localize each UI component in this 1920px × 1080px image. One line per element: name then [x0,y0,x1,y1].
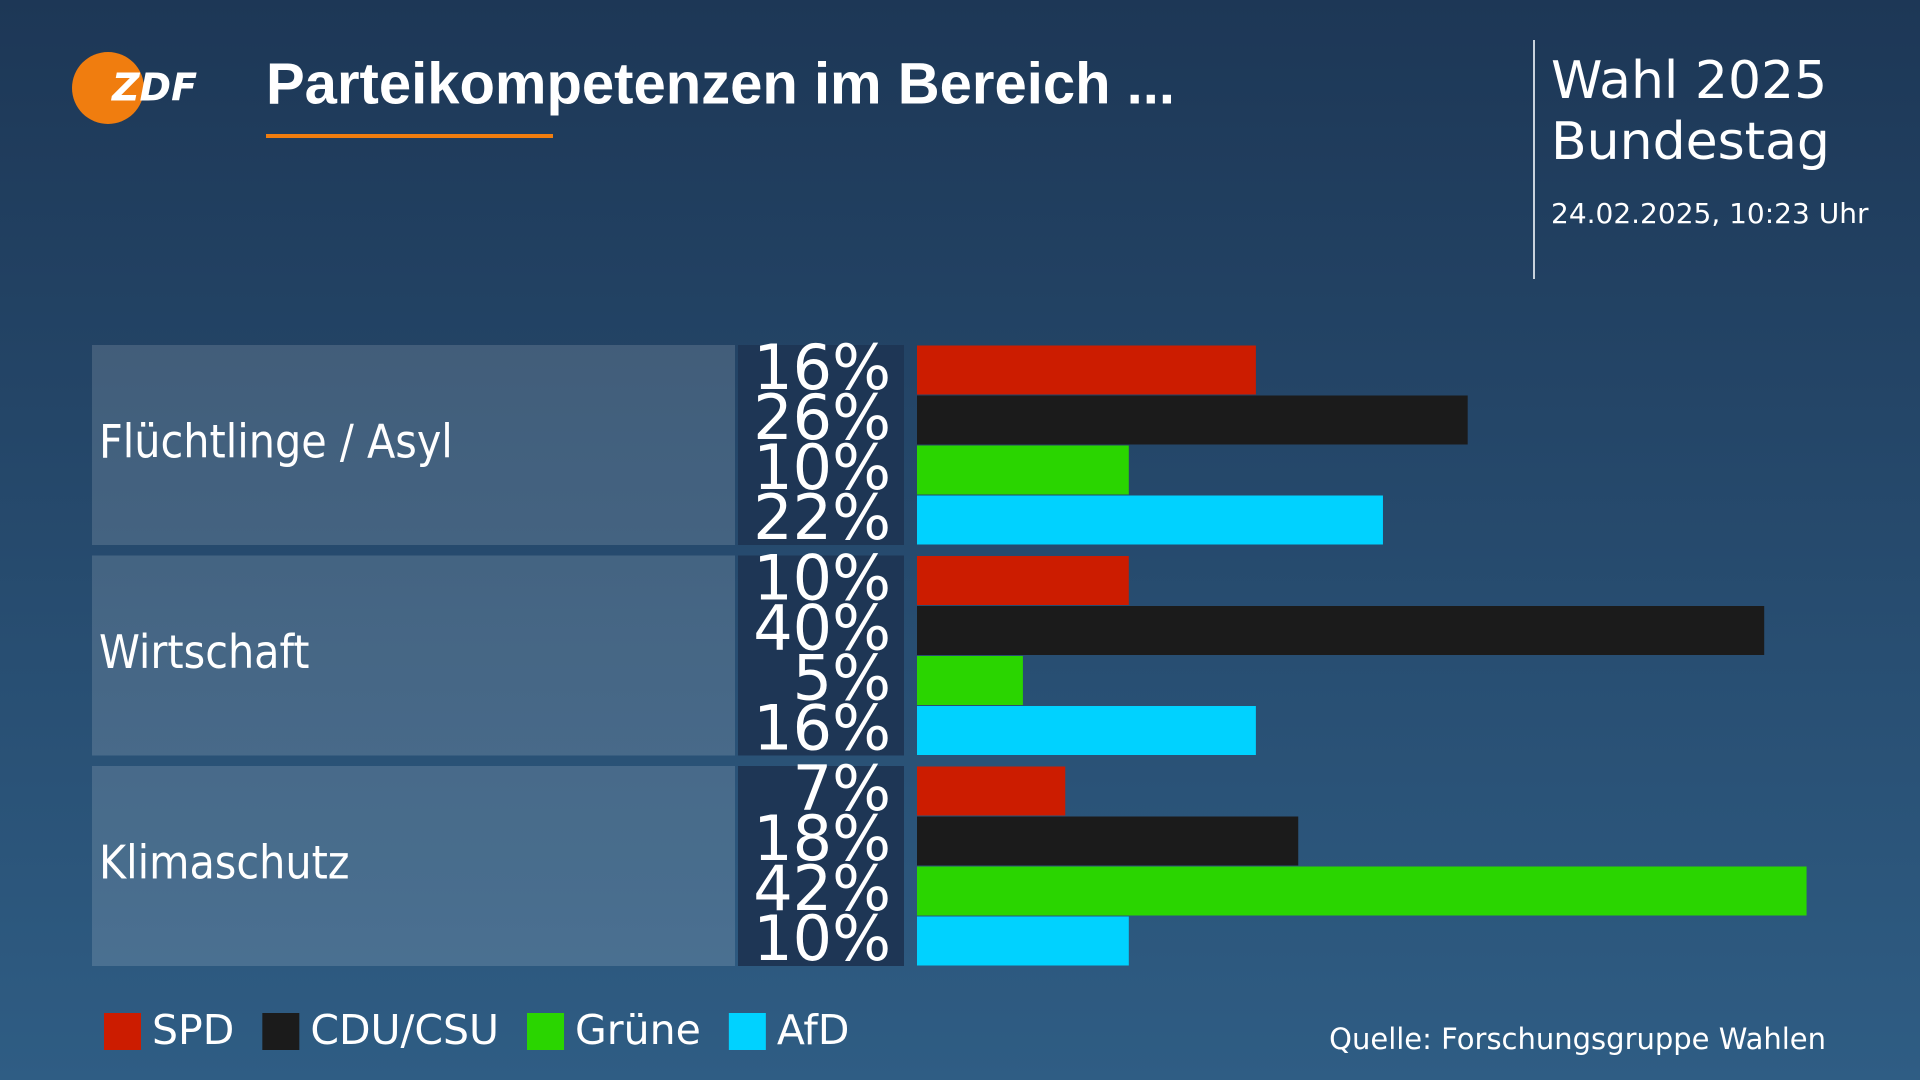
value-label: 22% [753,481,891,554]
category-label: Flüchtlinge / Asyl [99,415,453,469]
value-label: 26% [753,381,891,454]
bar [917,395,1468,445]
source: Quelle: Forschungsgruppe Wahlen [1329,1022,1826,1056]
bar [917,495,1383,545]
bar [917,866,1807,916]
bar [917,766,1066,816]
value-label: 10% [753,902,891,975]
divider [1533,40,1535,279]
value-label: 7% [793,752,891,825]
bar [917,556,1129,605]
bar [917,345,1256,395]
bar [917,656,1023,705]
bar [917,445,1129,495]
value-label: 16% [753,692,891,765]
value-label: 5% [793,642,891,715]
category-label: Wirtschaft [99,625,310,679]
legend-label: SPD [152,1006,234,1054]
category-box [92,555,735,756]
legend-swatch [104,1013,141,1050]
value-box [738,555,904,756]
chart-title: Parteikompetenzen im Bereich ... [266,51,1175,116]
value-box [738,766,904,966]
legend-swatch [262,1013,300,1050]
election-body: Bundestag [1551,112,1830,172]
bar [917,816,1299,866]
category-label: Klimaschutz [99,836,350,890]
value-label: 10% [753,431,891,504]
value-label: 18% [753,802,891,875]
value-label: 16% [753,331,891,404]
category-box [92,345,735,545]
bar [917,606,1765,655]
legend-label: Grüne [575,1006,701,1054]
logo-circle [72,52,144,124]
logo: ZDF [111,66,197,110]
value-label: 42% [753,852,891,925]
legend-swatch [728,1013,766,1050]
value-label: 10% [753,542,891,615]
value-box [738,345,904,545]
title-underline [266,134,553,138]
bar [917,916,1129,966]
timestamp: 24.02.2025, 10:23 Uhr [1551,197,1869,230]
bar [917,706,1256,755]
legend-label: CDU/CSU [310,1006,499,1054]
value-label: 40% [753,592,891,665]
legend-label: AfD [777,1006,850,1054]
election-title: Wahl 2025 [1551,51,1827,111]
category-box [92,766,735,966]
legend-swatch [527,1013,565,1050]
